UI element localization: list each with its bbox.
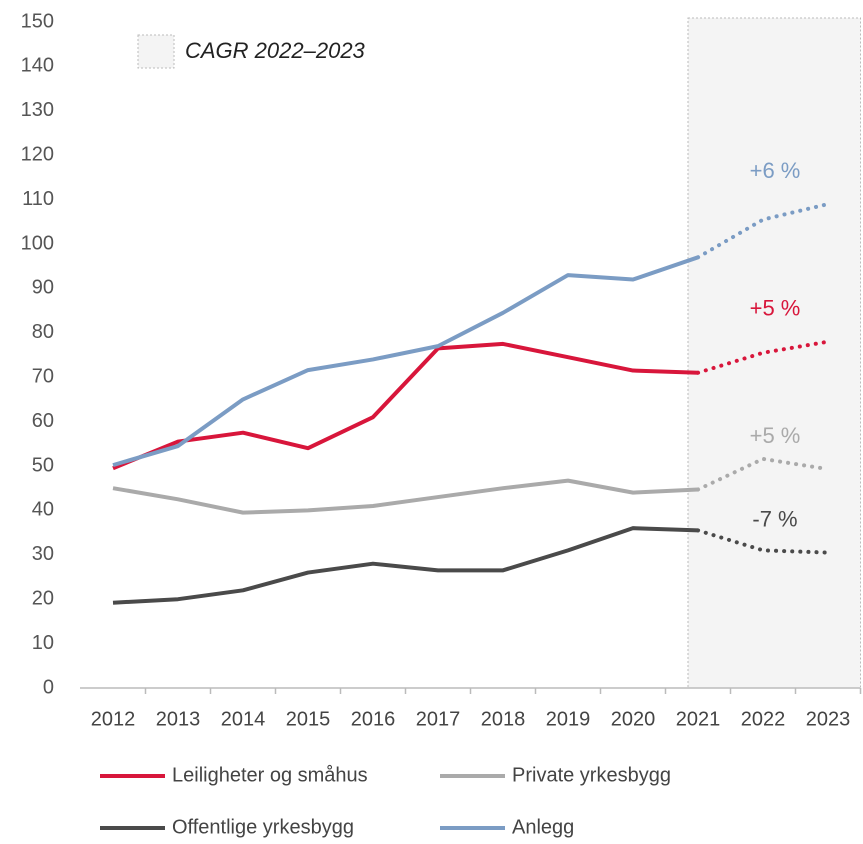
forecast-line [696, 528, 830, 555]
x-tick-label: 2017 [416, 708, 461, 730]
forecast-region [687, 17, 861, 689]
y-tick-label: 120 [21, 143, 54, 165]
x-tick-label: 2020 [611, 708, 656, 730]
y-tick-label: 80 [32, 321, 54, 343]
growth-annotation: -7 % [752, 506, 797, 531]
y-tick-label: 110 [22, 188, 54, 210]
y-tick-label: 130 [21, 99, 54, 121]
y-tick-label: 40 [32, 499, 54, 521]
y-tick-label: 10 [32, 632, 54, 654]
x-tick-label: 2016 [351, 708, 396, 730]
y-tick-label: 0 [43, 676, 54, 698]
x-tick-label: 2014 [221, 708, 266, 730]
y-tick-label: 100 [21, 232, 54, 254]
growth-annotation: +6 % [750, 158, 801, 183]
x-tick-label: 2019 [546, 708, 591, 730]
series-line [112, 255, 699, 468]
y-tick-label: 20 [32, 587, 54, 609]
y-tick-label: 70 [32, 365, 54, 387]
forecast-line [696, 456, 830, 492]
y-tick-label: 90 [32, 277, 54, 299]
x-tick-label: 2015 [286, 708, 331, 730]
forecast-line [696, 202, 830, 260]
legend-label: Anlegg [512, 816, 574, 838]
region-legend-label: CAGR 2022–2023 [185, 38, 366, 63]
x-tick-label: 2021 [676, 708, 721, 730]
x-tick-label: 2018 [481, 708, 526, 730]
y-tick-label: 30 [32, 543, 54, 565]
legend-label: Leiligheter og småhus [172, 764, 368, 786]
x-tick-label: 2013 [156, 708, 201, 730]
growth-annotation: +5 % [750, 295, 801, 320]
y-tick-label: 150 [21, 10, 54, 32]
x-tick-label: 2023 [806, 708, 851, 730]
x-tick-label: 2022 [741, 708, 786, 730]
legend-label: Private yrkesbygg [512, 764, 671, 786]
region-legend-swatch [137, 34, 175, 69]
series-line [112, 478, 699, 515]
y-tick-label: 60 [32, 410, 54, 432]
forecast-line [696, 339, 830, 375]
y-tick-label: 50 [32, 454, 54, 476]
growth-annotation: +5 % [750, 423, 801, 448]
series-line [112, 526, 699, 605]
y-tick-label: 140 [21, 55, 54, 77]
legend-label: Offentlige yrkesbygg [172, 816, 354, 838]
series-line [112, 341, 699, 471]
x-tick-label: 2012 [91, 708, 136, 730]
